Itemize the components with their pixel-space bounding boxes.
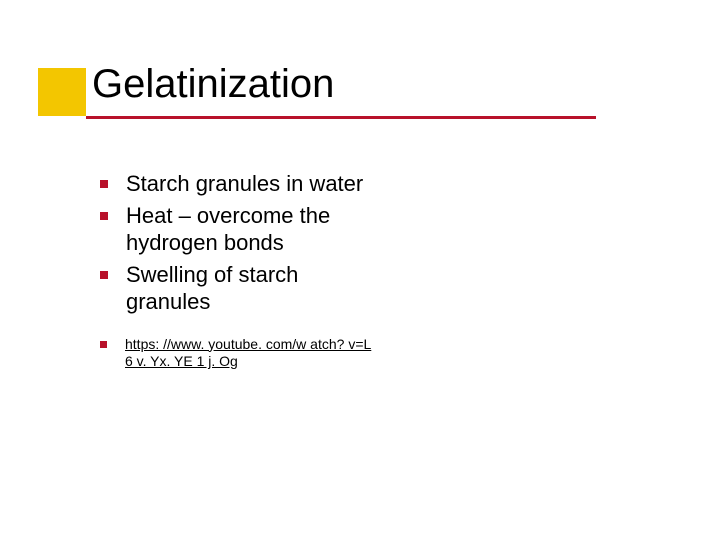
square-bullet-icon	[100, 212, 108, 220]
bullet-item: Starch granules in water	[100, 170, 380, 198]
title-accent-square	[38, 68, 86, 116]
slide-title: Gelatinization	[92, 62, 334, 107]
bullet-item: Swelling of starch granules	[100, 261, 380, 316]
link-text[interactable]: https: //www. youtube. com/w atch? v=L 6…	[125, 336, 380, 371]
bullet-text: Heat – overcome the hydrogen bonds	[126, 202, 380, 257]
slide-body: Starch granules in water Heat – overcome…	[100, 170, 380, 371]
square-bullet-icon	[100, 180, 108, 188]
link-item[interactable]: https: //www. youtube. com/w atch? v=L 6…	[100, 336, 380, 371]
bullet-item: Heat – overcome the hydrogen bonds	[100, 202, 380, 257]
title-underline	[86, 116, 596, 119]
bullet-text: Starch granules in water	[126, 170, 363, 198]
square-bullet-icon	[100, 271, 108, 279]
bullet-text: Swelling of starch granules	[126, 261, 380, 316]
slide: Gelatinization Starch granules in water …	[0, 0, 720, 540]
square-bullet-icon	[100, 341, 107, 348]
